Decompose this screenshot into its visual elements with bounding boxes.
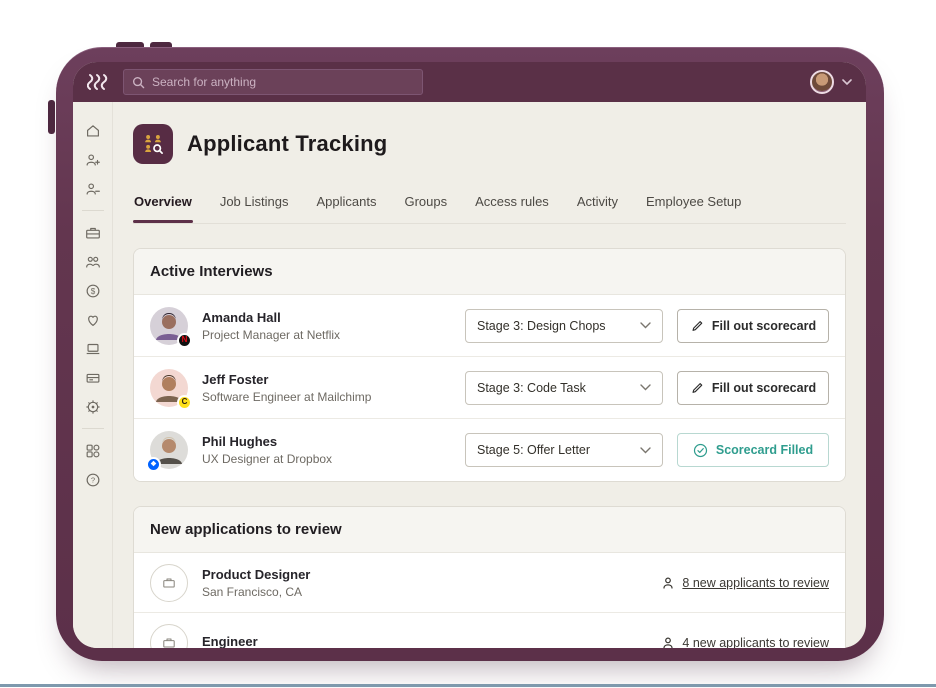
chevron-down-icon [640, 384, 651, 391]
rippling-logo[interactable] [87, 73, 109, 91]
application-row: Product Designer San Francisco, CA 8 new… [134, 553, 845, 613]
job-title: Engineer [202, 633, 258, 649]
applicant-name: Phil Hughes [202, 434, 278, 449]
applicant-name: Amanda Hall [202, 309, 281, 325]
fill-scorecard-button[interactable]: Fill out scorecard [677, 370, 829, 405]
application-row: Engineer 4 new applicants to review [134, 613, 845, 648]
applicant-avatar: ❖ [146, 431, 188, 472]
dollar-icon: $ [86, 284, 99, 297]
applicant-avatar: N [150, 306, 192, 348]
sidebar: $ ? [73, 102, 113, 648]
mailchimp-badge-icon: C [177, 394, 192, 410]
person-icon [663, 637, 673, 648]
active-interviews-card: Active Interviews N Amanda Hall Project … [133, 248, 846, 482]
stage-select[interactable]: Stage 5: Offer Letter [465, 433, 663, 467]
sidebar-item-peo[interactable] [84, 363, 102, 392]
user-menu[interactable] [810, 70, 852, 94]
sidebar-item-benefits[interactable] [84, 305, 102, 334]
tab-employee-setup[interactable]: Employee Setup [645, 194, 742, 209]
tablet-volume-button [116, 42, 144, 51]
check-circle-icon [693, 443, 707, 457]
job-location: San Francisco, CA [202, 584, 303, 599]
help-icon: ? [86, 473, 99, 486]
sidebar-item-help[interactable]: ? [84, 465, 102, 494]
new-applications-card: New applications to review Product Desig… [133, 506, 846, 648]
applicant-name: Jeff Foster [202, 371, 269, 387]
target-gear-icon [85, 399, 100, 414]
applicant-tracking-app-icon [133, 124, 173, 164]
dropbox-badge-icon: ❖ [146, 457, 161, 472]
scorecard-filled-button[interactable]: Scorecard Filled [677, 433, 829, 467]
top-bar [73, 62, 866, 102]
stage-value: Stage 5: Offer Letter [477, 443, 591, 457]
job-briefcase-icon [150, 623, 188, 648]
tablet-frame: $ ? [56, 47, 884, 661]
svg-text:?: ? [90, 475, 94, 484]
applicant-role: Project Manager at Netflix [202, 327, 341, 342]
peo-card-icon [86, 373, 99, 383]
heart-icon [87, 315, 98, 326]
chevron-down-icon [640, 446, 651, 453]
pencil-icon [692, 382, 703, 393]
tab-applicants[interactable]: Applicants [316, 194, 377, 209]
svg-text:$: $ [90, 286, 95, 295]
tab-overview[interactable]: Overview [133, 188, 193, 223]
sidebar-item-team[interactable] [84, 247, 102, 276]
user-avatar [810, 70, 834, 94]
review-applicants-link[interactable]: 8 new applicants to review [661, 576, 829, 590]
sidebar-item-devices[interactable] [84, 334, 102, 363]
applicant-avatar: C [150, 368, 192, 410]
stage-value: Stage 3: Design Chops [477, 318, 606, 333]
sidebar-divider [81, 210, 104, 211]
sidebar-item-money[interactable]: $ [84, 276, 102, 305]
briefcase-icon [85, 227, 100, 239]
search-input[interactable] [152, 75, 414, 89]
sidebar-divider [81, 428, 104, 429]
stage-value: Stage 3: Code Task [477, 380, 586, 395]
chevron-down-icon [640, 322, 651, 329]
interview-row: C Jeff Foster Software Engineer at Mailc… [134, 357, 845, 419]
section-title: Active Interviews [134, 249, 845, 295]
section-title: New applications to review [134, 507, 845, 553]
remove-person-icon [86, 182, 100, 195]
stage-select[interactable]: Stage 3: Design Chops [465, 308, 663, 343]
sidebar-item-settings[interactable] [84, 392, 102, 421]
sidebar-item-remove-person[interactable] [84, 174, 102, 203]
sidebar-item-apps[interactable] [84, 436, 102, 465]
app-screen: $ ? [73, 62, 866, 648]
tab-activity[interactable]: Activity [576, 194, 618, 209]
stage-select[interactable]: Stage 3: Code Task [465, 370, 663, 405]
tab-bar: Overview Job Listings Applicants Groups … [133, 188, 846, 224]
global-search[interactable] [123, 69, 423, 95]
tab-access-rules[interactable]: Access rules [475, 194, 549, 209]
page-title: Applicant Tracking [187, 131, 388, 156]
main-content: Applicant Tracking Overview Job Listings… [113, 102, 866, 648]
tablet-side-button [48, 100, 55, 134]
person-icon [663, 577, 673, 589]
review-applicants-link[interactable]: 4 new applicants to review [661, 636, 829, 648]
sidebar-item-payroll[interactable] [84, 218, 102, 247]
tab-job-listings[interactable]: Job Listings [219, 194, 289, 209]
team-icon [85, 256, 100, 268]
search-icon [132, 76, 145, 88]
sidebar-item-add-person[interactable] [84, 145, 102, 174]
tablet-volume-button [150, 42, 172, 51]
tab-groups[interactable]: Groups [404, 194, 448, 209]
interview-row: N Amanda Hall Project Manager at Netflix… [134, 295, 845, 357]
applicant-role: UX Designer at Dropbox [202, 452, 333, 466]
job-title: Product Designer [202, 566, 311, 582]
job-briefcase-icon [150, 563, 188, 602]
chevron-down-icon [842, 79, 852, 85]
netflix-badge-icon: N [177, 332, 192, 348]
laptop-icon [86, 343, 99, 354]
add-person-icon [86, 153, 100, 166]
fill-scorecard-button[interactable]: Fill out scorecard [677, 308, 829, 343]
sidebar-item-home[interactable] [84, 116, 102, 145]
pencil-icon [692, 320, 703, 331]
page-bottom-rule [0, 684, 936, 687]
interview-row: ❖ Phil Hughes UX Designer at Dropbox Sta… [134, 419, 845, 481]
applicant-role: Software Engineer at Mailchimp [202, 389, 372, 404]
apps-grid-icon [86, 444, 99, 457]
home-icon [86, 124, 99, 137]
